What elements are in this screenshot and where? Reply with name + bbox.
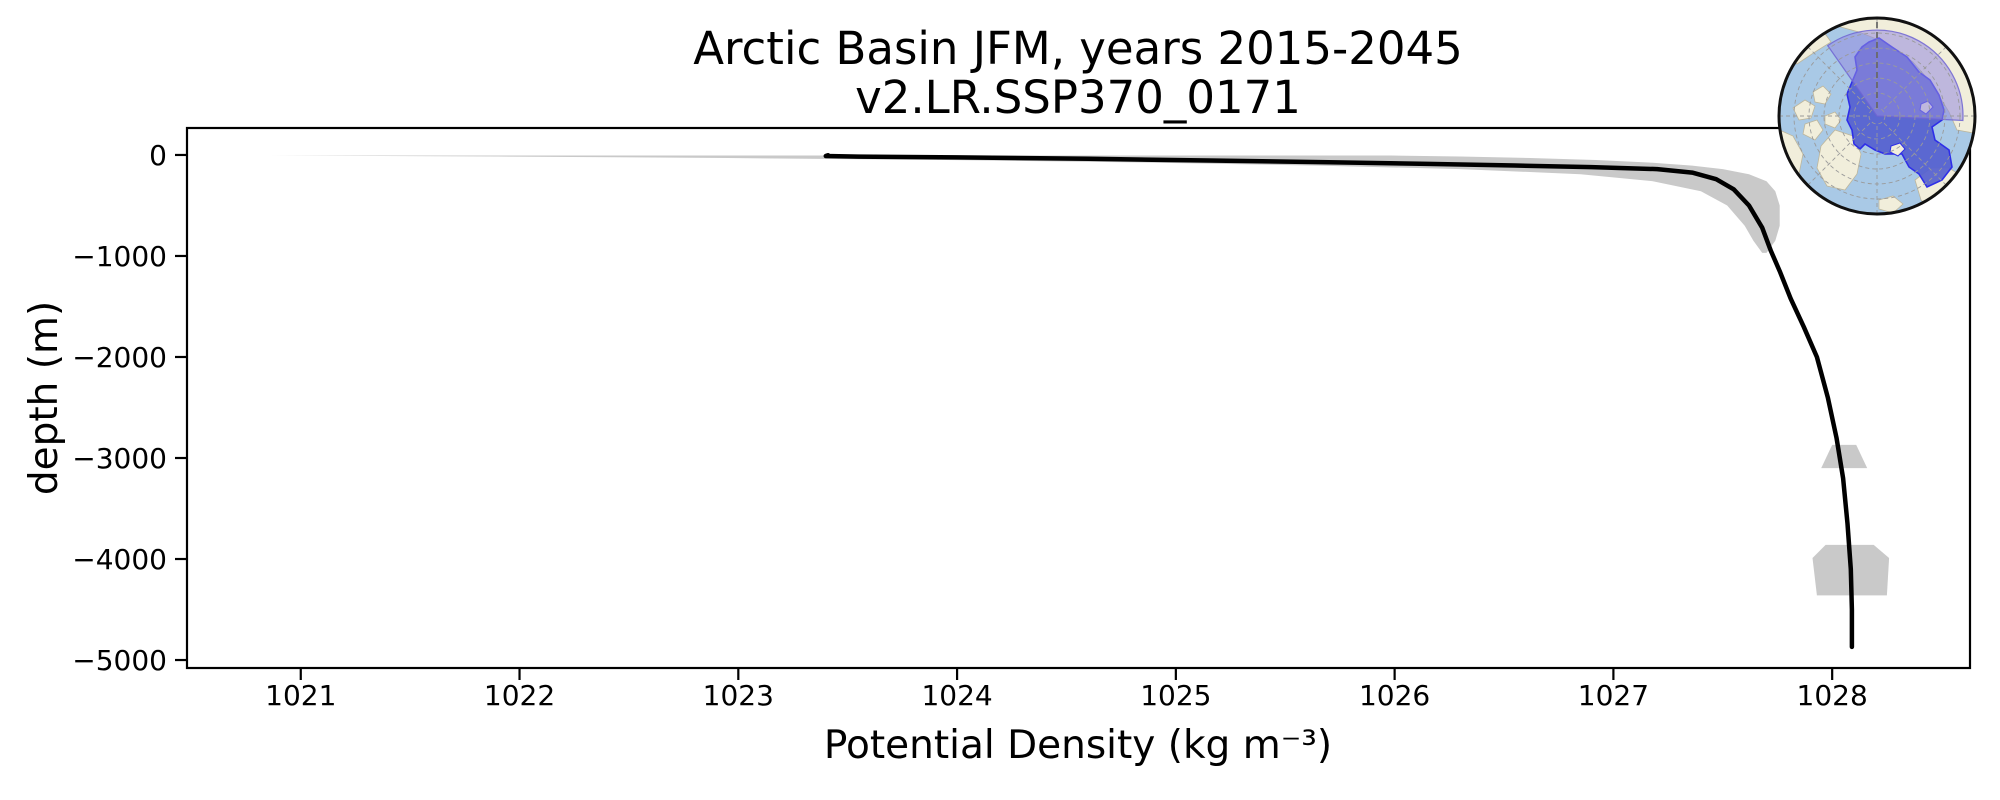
y-tick-label: −4000 — [72, 543, 167, 576]
y-axis-label: depth (m) — [22, 301, 67, 495]
map-highlight-sector — [1826, 29, 1964, 122]
x-tick-label: 1027 — [1578, 679, 1649, 712]
y-tick-label: −2000 — [72, 341, 167, 374]
x-tick-label: 1022 — [484, 679, 555, 712]
plot-frame — [185, 126, 1972, 670]
x-tick-label: 1024 — [921, 679, 992, 712]
x-tick-label: 1021 — [265, 679, 336, 712]
y-tick-label: −3000 — [72, 442, 167, 475]
y-tick-label: 0 — [149, 139, 167, 172]
plot-subtitle: v2.LR.SSP370_0171 — [855, 71, 1301, 124]
x-tick-label: 1028 — [1797, 679, 1868, 712]
map-graticule — [1780, 19, 1974, 213]
y-tick-label: −5000 — [72, 644, 167, 677]
map-land-iceland — [1878, 195, 1904, 214]
x-tick-label: 1025 — [1140, 679, 1211, 712]
map-island-svalbard — [1889, 142, 1906, 157]
spread-band — [270, 155, 1780, 253]
inset-arctic-map — [1777, 16, 1977, 216]
map-land-island — [1802, 119, 1824, 141]
y-axis-ticks: 0 −1000 −2000 −3000 −4000 −5000 — [72, 139, 187, 677]
x-tick-label: 1026 — [1359, 679, 1430, 712]
x-tick-label: 1023 — [703, 679, 774, 712]
spread-patch-3000m — [1821, 444, 1868, 469]
x-axis-label: Potential Density (kg m⁻³) — [824, 723, 1332, 768]
plot-title: Arctic Basin JFM, years 2015-2045 — [693, 22, 1462, 75]
mean-profile-line — [823, 152, 1855, 650]
map-border — [1777, 16, 1977, 216]
y-tick-label: −1000 — [72, 240, 167, 273]
series-group — [270, 152, 1890, 650]
x-axis-ticks: 1021 1022 1023 1024 1025 1026 1027 1028 — [265, 668, 1868, 712]
